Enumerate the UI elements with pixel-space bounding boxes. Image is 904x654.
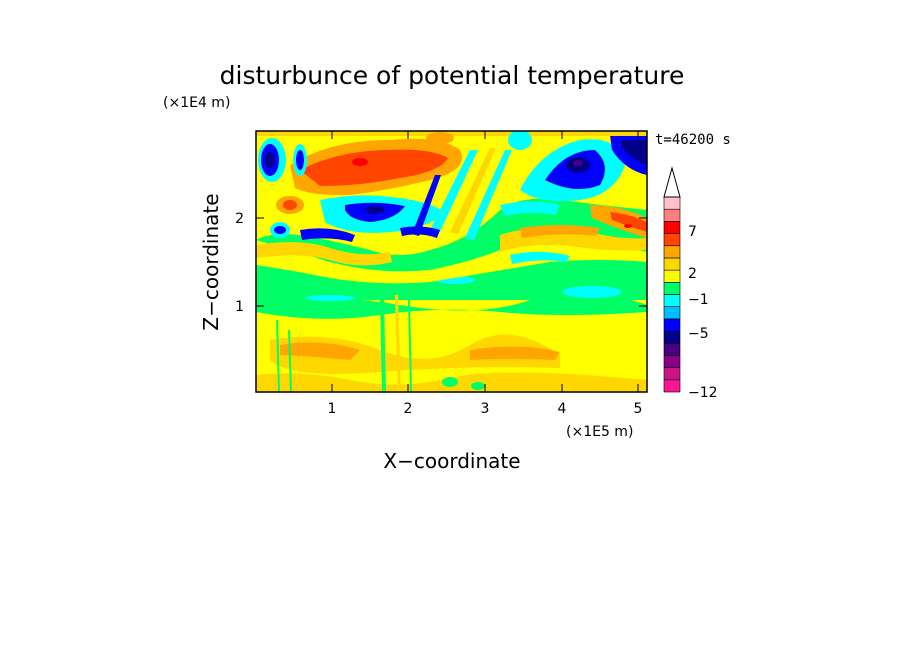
colorbar-tick-label: −12: [688, 385, 718, 401]
colorbar-swatch: [663, 282, 681, 295]
x-axis-label: X−coordinate: [383, 449, 520, 473]
plot-frame: [255, 130, 648, 393]
colorbar-arrow: [663, 166, 681, 198]
colorbar-tick-label: −1: [688, 292, 709, 308]
axis-ticks: [256, 131, 647, 392]
colorbar-swatch: [663, 257, 681, 271]
colorbar-swatch: [663, 233, 681, 247]
x-tick-label: 2: [404, 401, 413, 417]
colorbar-swatch: [663, 221, 681, 234]
y-unit-label: (×1E4 m): [163, 95, 230, 111]
x-tick-label: 1: [328, 401, 337, 417]
colorbar-swatch: [663, 355, 681, 368]
x-tick-label: 4: [558, 401, 567, 417]
y-tick-label: 1: [235, 299, 244, 315]
colorbar-swatch: [663, 269, 681, 283]
y-tick-label: 2: [235, 211, 244, 227]
heatmap-field: [256, 131, 647, 392]
colorbar-tick-label: −5: [688, 326, 709, 342]
colorbar-swatch: [663, 318, 681, 332]
x-unit-label: (×1E5 m): [566, 424, 633, 440]
x-tick-label: 5: [634, 401, 643, 417]
colorbar-swatch: [663, 342, 681, 356]
y-axis-label: Z−coordinate: [199, 193, 223, 330]
colorbar-swatch: [663, 306, 681, 320]
colorbar-tick-label: 7: [688, 224, 697, 240]
colorbar: [663, 196, 681, 393]
colorbar-swatch: [663, 379, 681, 393]
time-label: t=46200 s: [655, 132, 731, 148]
colorbar-swatch: [663, 245, 681, 259]
colorbar-swatch: [663, 330, 681, 344]
colorbar-swatch: [663, 294, 681, 307]
colorbar-swatch: [663, 196, 681, 210]
x-tick-label: 3: [481, 401, 490, 417]
colorbar-tick-label: 2: [688, 266, 697, 282]
chart-title: disturbunce of potential temperature: [220, 61, 685, 90]
colorbar-swatch: [663, 367, 681, 381]
colorbar-swatch: [663, 208, 681, 222]
